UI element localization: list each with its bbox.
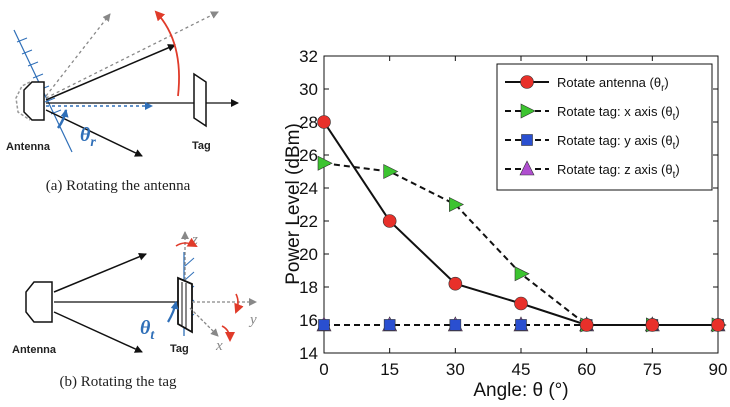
legend-marker — [520, 75, 534, 89]
x-tick-label: 15 — [380, 360, 399, 379]
x-axis-label: x — [215, 338, 223, 354]
y-tick-label: 26 — [299, 146, 318, 165]
tag-b-shape — [177, 276, 193, 334]
y-tick-label: 16 — [299, 311, 318, 330]
y-axis-label: y — [248, 312, 257, 328]
beam-down-arrow — [53, 311, 143, 353]
beam-up-arrow — [53, 252, 147, 293]
normal-arrow — [45, 109, 143, 157]
y-tick-label: 18 — [299, 278, 318, 297]
legend-entry: Rotate antenna (θr) — [505, 75, 669, 94]
antenna-original-outline — [15, 81, 31, 121]
x-tick-label: 0 — [319, 360, 328, 379]
y-axis-title: Power Level (dBm) — [283, 123, 304, 285]
x-axis-arrow — [189, 307, 219, 337]
antenna-a-shape — [23, 81, 45, 121]
x-tick-label: 45 — [512, 360, 531, 379]
tag-b-label: Tag — [170, 343, 189, 355]
x-tick-label: 90 — [709, 360, 728, 379]
diagram-b: z y x θt Tag Antenna (b) Rotating the ta… — [12, 231, 257, 390]
rotation-z-arc — [175, 237, 198, 247]
data-point — [382, 214, 397, 228]
antenna-b-label: Antenna — [12, 344, 57, 356]
y-tick-label: 32 — [299, 47, 318, 66]
data-point — [711, 318, 725, 332]
y-tick-label: 24 — [299, 179, 318, 198]
x-tick-label: 30 — [446, 360, 465, 379]
data-point — [645, 318, 660, 332]
rotation-arc-arrow — [154, 10, 180, 97]
data-point — [449, 319, 462, 331]
tag-a-label: Tag — [192, 140, 211, 152]
y-tick-label: 30 — [299, 80, 318, 99]
legend: Rotate antenna (θr) Rotate tag: x axis (θ… — [496, 63, 713, 191]
legend-label: Rotate tag: y axis (θt) — [557, 133, 680, 152]
legend-label: Rotate tag: z axis (θt) — [557, 162, 680, 181]
theta-t-symbol: θt — [140, 317, 155, 343]
legend-marker — [519, 160, 535, 176]
x-tick-label: 60 — [577, 360, 596, 379]
gray-beam-arrow-2 — [45, 11, 219, 99]
rotated-beam-arrow — [45, 44, 176, 101]
data-point — [449, 197, 465, 212]
legend-entry: Rotate tag: x axis (θt) — [505, 103, 680, 123]
rotation-y-arc — [234, 293, 244, 314]
legend-marker — [520, 103, 536, 119]
data-point — [317, 115, 331, 129]
caption-b: (b) Rotating the tag — [59, 374, 177, 390]
legend-entry: Rotate tag: z axis (θt) — [505, 160, 680, 181]
data-point — [318, 319, 330, 331]
y-tick-label: 20 — [299, 245, 318, 264]
legend-marker — [521, 134, 533, 146]
x-ticks: 0 15 30 45 60 75 90 — [319, 56, 727, 379]
series-layer — [316, 115, 727, 333]
y-ticks: 14 16 18 20 22 24 26 28 30 32 — [299, 47, 718, 363]
diagram-a: θr Tag Antenna (a) Rotating the antenna — [6, 10, 239, 194]
caption-a: (a) Rotating the antenna — [46, 178, 191, 194]
legend-entry: Rotate tag: y axis (θt) — [505, 133, 680, 152]
legend-label: Rotate antenna (θr) — [557, 75, 669, 94]
data-point — [383, 164, 399, 179]
data-point — [515, 319, 527, 331]
data-point — [448, 276, 463, 291]
rotation-x-arc — [221, 325, 235, 342]
theta-r-symbol: θr — [80, 124, 96, 150]
antenna-a-label: Antenna — [6, 141, 51, 153]
y-tick-label: 22 — [299, 212, 318, 231]
y-tick-label: 28 — [299, 113, 318, 132]
theta-t-arc — [167, 301, 179, 323]
gray-beam-arrow-1 — [45, 13, 111, 97]
tag-a-shape — [193, 72, 207, 128]
data-point — [514, 266, 530, 282]
legend-label: Rotate tag: x axis (θt) — [557, 104, 680, 123]
series-1 — [317, 115, 725, 332]
x-tick-label: 75 — [643, 360, 662, 379]
data-point — [579, 318, 594, 332]
angle-arc — [56, 109, 69, 129]
data-point — [317, 155, 333, 171]
power-level-chart: 0 15 30 45 60 75 90 14 16 18 20 22 24 26 28 30 32 Angle… — [283, 47, 727, 401]
data-point — [383, 319, 396, 331]
data-point — [514, 296, 528, 311]
y-tick-label: 14 — [299, 344, 318, 363]
antenna-b-shape — [25, 281, 53, 323]
x-axis-title: Angle: θ (°) — [473, 380, 568, 401]
